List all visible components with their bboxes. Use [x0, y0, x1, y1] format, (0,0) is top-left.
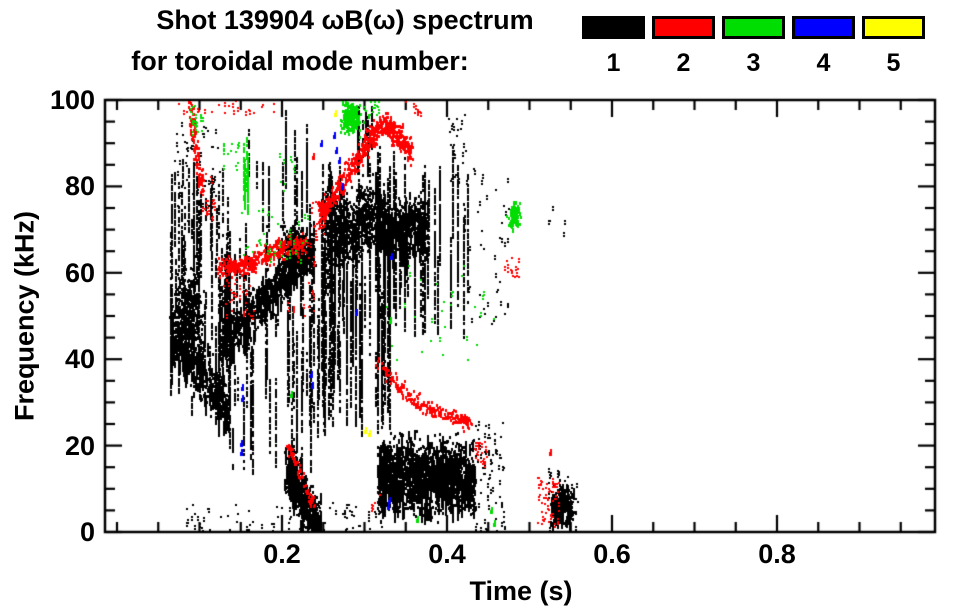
x-tick-label: 0.6: [593, 539, 631, 569]
y-tick-label: 20: [64, 430, 95, 461]
legend-label-mode-4: 4: [816, 49, 831, 77]
y-tick-label: 40: [64, 344, 95, 375]
legend-swatch-mode-2: [652, 16, 715, 39]
legend-swatch-mode-4: [792, 16, 855, 39]
legend-swatch-mode-3: [722, 16, 785, 39]
legend-swatch-mode-5: [862, 16, 925, 39]
y-tick-label: 80: [64, 171, 95, 202]
y-axis-title: Frequency (kHz): [9, 210, 40, 422]
y-tick-label: 100: [49, 85, 95, 115]
legend-label-mode-2: 2: [676, 49, 691, 77]
x-axis-title: Time (s): [469, 576, 573, 606]
x-tick-label: 0.4: [428, 539, 466, 569]
legend-swatch-mode-1: [582, 16, 645, 39]
chart-title-line1: Shot 139904 ωB(ω) spectrum: [156, 5, 534, 35]
chart-title-line2: for toroidal mode number:: [131, 46, 469, 76]
x-tick-label: 0.8: [758, 539, 796, 569]
legend-label-mode-3: 3: [746, 49, 761, 77]
y-tick-label: 0: [79, 517, 95, 547]
legend-label-mode-5: 5: [886, 49, 901, 77]
y-tick-label: 60: [64, 257, 95, 288]
legend-label-mode-1: 1: [606, 49, 621, 77]
x-tick-label: 0.2: [263, 539, 301, 569]
